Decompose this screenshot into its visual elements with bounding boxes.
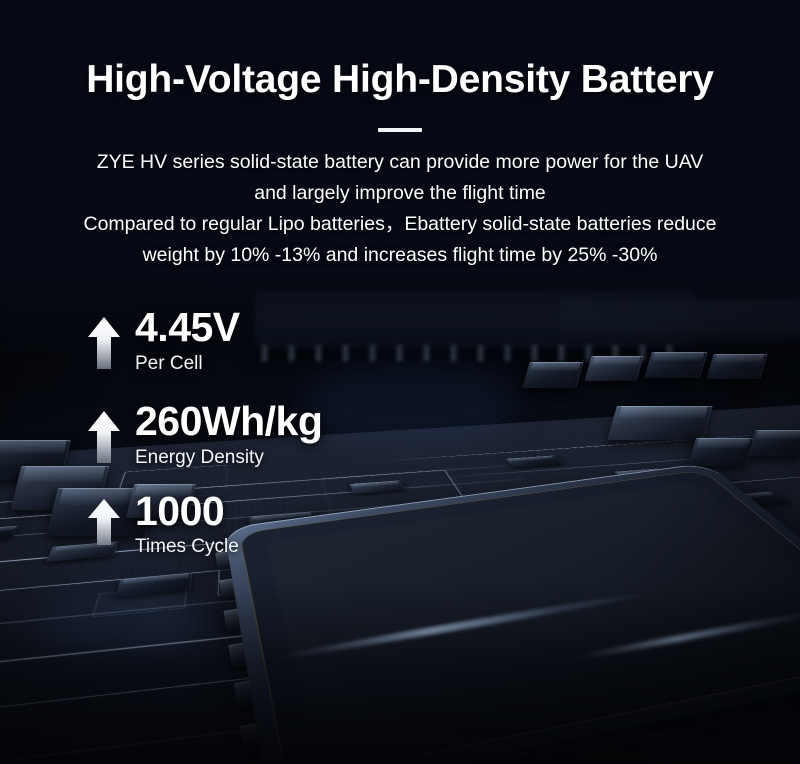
title-divider bbox=[378, 128, 422, 132]
description-block: ZYE HV series solid-state battery can pr… bbox=[50, 147, 750, 271]
description-line-4: weight by 10% -13% and increases flight … bbox=[142, 244, 658, 266]
stat-item-energy-density: 260Wh/kg Energy Density bbox=[88, 399, 408, 493]
stat-item-voltage: 4.45V Per Cell bbox=[88, 305, 408, 399]
stat-item-cycle-life: 1000 Times Cycle bbox=[88, 489, 408, 563]
top-fade-overlay bbox=[0, 0, 800, 360]
stat-value: 4.45V bbox=[135, 304, 240, 350]
stat-value: 1000 bbox=[135, 488, 225, 534]
page-title: High-Voltage High-Density Battery bbox=[86, 58, 714, 101]
stats-list: 4.45V Per Cell bbox=[88, 305, 408, 563]
stat-label: Times Cycle bbox=[135, 536, 239, 557]
up-arrow-icon bbox=[88, 411, 120, 463]
up-arrow-icon bbox=[88, 317, 120, 369]
description-line-2: and largely improve the flight time bbox=[254, 182, 546, 204]
stat-label: Per Cell bbox=[135, 353, 203, 374]
bottom-fade-overlay bbox=[0, 584, 800, 764]
description-line-1: ZYE HV series solid-state battery can pr… bbox=[96, 151, 704, 173]
description-line-3: Compared to regular Lipo batteries，Ebatt… bbox=[83, 213, 717, 235]
up-arrow-icon bbox=[88, 499, 120, 545]
stat-label: Energy Density bbox=[135, 447, 264, 468]
stat-value: 260Wh/kg bbox=[135, 398, 323, 444]
